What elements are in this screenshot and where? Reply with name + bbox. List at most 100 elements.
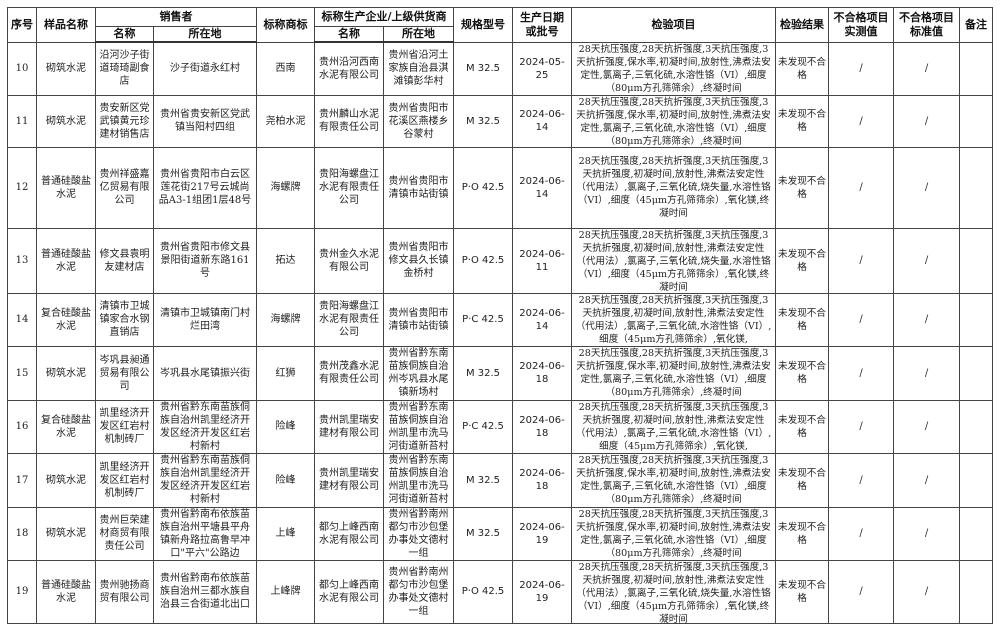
cell-remark <box>959 452 993 508</box>
cell-date-text: 2024-06-14 <box>519 175 565 200</box>
cell-date: 2024-06-14 <box>512 146 572 229</box>
cell-result: 未发现不合格 <box>775 292 829 347</box>
cell-remark <box>959 146 993 229</box>
cell-producer-name-text: 贵阳海螺盘江水泥有限责任公司 <box>319 169 379 206</box>
cell-producer-address: 贵州省贵阳市花溪区燕楼乡谷蒙村 <box>383 94 454 148</box>
cell-producer-name: 贵州麟山水泥有限责任公司 <box>314 94 384 148</box>
cell-fail-measured: / <box>828 345 894 401</box>
cell-fail-standard-text: / <box>924 115 929 127</box>
cell-producer-address: 贵州省贵阳市修文县久长镇金桥村 <box>383 227 454 294</box>
cell-items: 28天抗压强度,28天抗折强度,3天抗压强度,3天抗折强度,初凝时间,放射性,沸… <box>571 227 776 294</box>
cell-result-text: 未发现不合格 <box>778 56 826 81</box>
cell-remark <box>959 345 993 401</box>
cell-spec-text: P·O 42.5 <box>461 182 505 193</box>
cell-fail-standard-text: / <box>924 314 929 325</box>
cell-fail-measured-text: / <box>859 182 863 193</box>
cell-trademark-text: 险峰 <box>275 421 296 432</box>
table-body: 10 砌筑水泥 沿河沙子街道琦琦副食店 沙子街道永红村 西南 贵州沿河西南水泥有限公司 贵州… <box>7 41 993 624</box>
cell-result-text: 未发现不合格 <box>778 175 826 200</box>
cell-fail-standard-text: / <box>924 528 929 539</box>
cell-fail-measured-text: / <box>859 255 863 266</box>
cell-items-text: 28天抗压强度,28天抗折强度,3天抗压强度,3天抗折强度,初凝时间,放射性,沸… <box>576 156 771 219</box>
table-row: 14 复合硅酸盐水泥 清镇市卫城镇家合水钢直销店 清镇市卫城镇南门村烂田湾 海螺牌 贵阳海… <box>7 292 993 347</box>
cell-producer-address: 贵州省黔东南苗族侗族自治州岑巩县水尾镇新场村 <box>383 345 454 401</box>
cell-index-text: 19 <box>15 586 29 597</box>
cell-producer-name-text: 贵州凯里瑞安建材有限公司 <box>319 414 379 439</box>
cell-trademark: 西南 <box>256 41 315 96</box>
cell-index: 18 <box>7 506 37 561</box>
cell-spec-text: P·O 42.5 <box>461 255 505 266</box>
cell-date-text: 2024-06-14 <box>519 109 565 133</box>
cell-seller-name-text: 凯里经济开发区红岩村机制砖厂 <box>99 408 150 445</box>
cell-spec-text: M 32.5 <box>465 367 501 379</box>
cell-items-text: 28天抗压强度,28天抗折强度,3天抗压强度,3天抗折强度,初凝时间,放射性,沸… <box>576 229 771 293</box>
cell-items: 28天抗压强度,28天抗折强度,3天抗压强度,3天抗折强度,初凝时间,放射性,沸… <box>571 399 776 454</box>
cell-result: 未发现不合格 <box>775 559 829 624</box>
cell-seller-address-text: 贵州省贵阳市白云区莲花街217号云城尚品A3-1组团1层48号 <box>158 169 252 206</box>
cell-items: 28天抗压强度,28天抗折强度,3天抗压强度,3天抗折强度,保水率,初凝时间,放… <box>571 452 776 508</box>
cell-seller-address-text: 贵州省黔南布依族苗族自治州平塘县平舟镇新舟路拉高鲁早冲口"平六"公路边 <box>160 508 250 559</box>
cell-result: 未发现不合格 <box>775 399 829 454</box>
cell-index: 16 <box>7 399 37 454</box>
cell-items-text: 28天抗压强度,28天抗折强度,3天抗压强度,3天抗折强度,保水率,初凝时间,放… <box>576 508 771 559</box>
cell-index: 12 <box>7 146 37 229</box>
cell-producer-address-text: 贵州省黔南州都匀市沙包堡办事处文德村一组 <box>388 508 449 559</box>
table-row: 13 普通硅酸盐水泥 修文县袁明友建材店 贵州省贵阳市修文县景阳街道新东路161号 拓达… <box>7 227 993 294</box>
cell-trademark-text: 海螺牌 <box>270 314 301 325</box>
cell-sample-text: 普通硅酸盐水泥 <box>41 248 91 273</box>
cell-result-text: 未发现不合格 <box>778 468 826 492</box>
cell-seller-name-text: 岑巩县昶通贸易有限公司 <box>99 354 150 392</box>
cell-fail-measured: / <box>828 94 894 148</box>
header-result: 检验结果 <box>775 7 829 43</box>
header-trademark: 标称商标 <box>256 7 315 43</box>
cell-fail-measured: / <box>828 452 894 508</box>
cell-trademark-text: 红狮 <box>275 367 296 379</box>
cell-sample: 复合硅酸盐水泥 <box>36 292 96 347</box>
cell-items: 28天抗压强度,28天抗折强度,3天抗压强度,3天抗折强度,初凝时间,放射性,沸… <box>571 146 776 229</box>
cell-items-text: 28天抗压强度,28天抗折强度,3天抗压强度,3天抗折强度,初凝时间,放射性,沸… <box>575 401 772 452</box>
cell-producer-address-text: 贵州省沿河土家族自治县淇滩镇彭华村 <box>388 50 449 88</box>
cell-producer-name-text: 都匀上峰西南水泥有限公司 <box>319 521 379 546</box>
cell-producer-address-text: 贵州省贵阳市修文县久长镇金桥村 <box>388 242 449 279</box>
cell-trademark: 险峰 <box>256 452 315 508</box>
cell-seller-name: 凯里经济开发区红岩村机制砖厂 <box>95 452 154 508</box>
cell-seller-name: 贵安新区党武镇黄元珍建材销售店 <box>95 94 154 148</box>
cell-producer-address: 贵州省黔南州都匀市沙包堡办事处文德村一组 <box>383 506 454 561</box>
header-items: 检验项目 <box>571 7 776 43</box>
cell-fail-measured: / <box>828 146 894 229</box>
cell-items-text: 28天抗压强度,28天抗折强度,3天抗压强度,3天抗折强度,保水率,初凝时间,放… <box>576 455 771 505</box>
cell-fail-measured: / <box>828 399 894 454</box>
cell-producer-name: 贵州金久水泥有限公司 <box>314 227 384 294</box>
cell-producer-name: 贵州凯里瑞安建材有限公司 <box>314 452 384 508</box>
cell-seller-name: 清镇市卫城镇家合水钢直销店 <box>95 292 154 347</box>
cell-fail-standard: / <box>893 452 960 508</box>
cell-date-text: 2024-06-18 <box>519 361 565 385</box>
cell-seller-name: 贵州驰扬商贸有限公司 <box>95 559 154 624</box>
cell-seller-name-text: 贵州驰扬商贸有限公司 <box>99 579 150 604</box>
cell-spec: P·O 42.5 <box>453 146 513 229</box>
cell-producer-name: 都匀上峰西南水泥有限公司 <box>314 506 384 561</box>
header-remark: 备注 <box>959 7 993 43</box>
cell-seller-name-text: 贵州巨荣建材商贸有限责任公司 <box>99 515 150 552</box>
cell-spec-text: M 32.5 <box>465 474 501 486</box>
cell-seller-address-text: 贵州省黔东南苗族侗族自治州凯里经济开发区经济开发区红岩村新村 <box>160 401 250 452</box>
cell-seller-name-text: 清镇市卫城镇家合水钢直销店 <box>99 301 150 338</box>
cell-date: 2024-06-11 <box>512 227 572 294</box>
cell-seller-address: 贵州省贵阳市白云区莲花街217号云城尚品A3-1组团1层48号 <box>153 146 257 229</box>
cell-date: 2024-05-25 <box>512 41 572 96</box>
cell-index-text: 16 <box>15 421 29 432</box>
cell-producer-address-text: 贵州省贵阳市清镇市站街镇 <box>388 307 449 332</box>
cell-date: 2024-06-18 <box>512 345 572 401</box>
cell-producer-address: 贵州省黔南州都匀市沙包堡办事处文德村一组 <box>383 559 454 624</box>
cell-trademark-text: 上峰牌 <box>270 586 301 597</box>
cell-index: 10 <box>7 41 37 96</box>
table-row: 17 砌筑水泥 凯里经济开发区红岩村机制砖厂 贵州省黔东南苗族侗族自治州凯里经济开发区… <box>7 452 993 508</box>
cell-seller-address-text: 贵州省黔东南苗族侗族自治州凯里经济开发区经济开发区红岩村新村 <box>160 455 250 505</box>
header-fail-measured: 不合格项目实测值 <box>828 7 894 43</box>
cell-producer-name-text: 贵州麟山水泥有限责任公司 <box>319 109 379 133</box>
cell-fail-standard-text: / <box>924 586 929 597</box>
cell-seller-name-text: 凯里经济开发区红岩村机制砖厂 <box>99 461 150 499</box>
cell-trademark: 尧柏水泥 <box>256 94 315 148</box>
cell-result: 未发现不合格 <box>775 345 829 401</box>
cell-items-text: 28天抗压强度,28天抗折强度,3天抗压强度,3天抗折强度,保水率,初凝时间,放… <box>576 348 771 398</box>
